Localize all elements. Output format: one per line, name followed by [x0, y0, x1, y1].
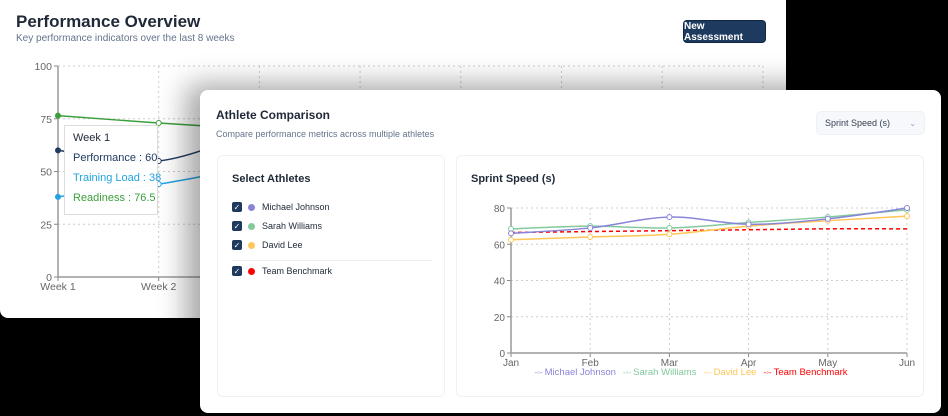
- legend-item[interactable]: -◦- Michael Johnson: [534, 367, 615, 378]
- checkbox-checked-icon[interactable]: ✓: [232, 266, 242, 276]
- grid: 0 20 40 60 80 Jan Feb Mar Apr May Jun: [494, 204, 915, 369]
- svg-text:Mar: Mar: [661, 358, 679, 369]
- page-subtitle: Key performance indicators over the last…: [16, 33, 235, 44]
- chart-tooltip: Week 1 Performance : 60 Training Load : …: [64, 125, 162, 215]
- metric-select[interactable]: Sprint Speed (s) ⌄: [816, 111, 925, 135]
- svg-text:80: 80: [494, 204, 506, 215]
- tooltip-training-load: Training Load : 38: [73, 172, 162, 184]
- athlete-option-sarah-williams[interactable]: ✓ Sarah Williams: [232, 219, 322, 233]
- svg-text:60: 60: [494, 240, 506, 251]
- color-dot-icon: [248, 241, 255, 249]
- svg-text:25: 25: [40, 219, 52, 231]
- legend-line-icon: -◦-: [622, 368, 632, 377]
- svg-text:50: 50: [40, 167, 52, 179]
- svg-text:75: 75: [40, 114, 52, 126]
- athlete-option-michael-johnson[interactable]: ✓ Michael Johnson: [232, 200, 330, 214]
- legend-label: David Lee: [713, 367, 757, 378]
- divider: [232, 260, 432, 261]
- modal-subtitle: Compare performance metrics across multi…: [216, 129, 435, 139]
- color-dot-icon: [248, 203, 255, 211]
- new-assessment-button[interactable]: New Assessment: [683, 20, 766, 43]
- svg-text:Week 2: Week 2: [141, 281, 177, 293]
- sprint-speed-chart: 0 20 40 60 80 Jan Feb Mar Apr May Jun: [494, 204, 915, 369]
- svg-text:0: 0: [499, 349, 505, 360]
- tooltip-week: Week 1: [73, 132, 111, 144]
- checkbox-checked-icon[interactable]: ✓: [232, 221, 242, 231]
- legend-label: Michael Johnson: [544, 367, 616, 378]
- metric-select-value: Sprint Speed (s): [825, 118, 891, 128]
- svg-text:May: May: [818, 358, 837, 369]
- checkbox-checked-icon[interactable]: ✓: [232, 240, 242, 250]
- svg-text:100: 100: [34, 61, 52, 73]
- chart-title: Sprint Speed (s): [471, 173, 556, 185]
- tooltip-readiness: Readiness : 76.5: [73, 192, 156, 204]
- legend-item[interactable]: -◦- Team Benchmark: [763, 367, 847, 378]
- select-athletes-title: Select Athletes: [232, 173, 311, 185]
- legend-item[interactable]: -◦- David Lee: [703, 367, 756, 378]
- color-dot-icon: [248, 222, 255, 230]
- svg-text:Apr: Apr: [741, 358, 757, 369]
- legend-line-icon: -◦-: [763, 368, 772, 377]
- athlete-option-david-lee[interactable]: ✓ David Lee: [232, 238, 303, 252]
- svg-text:Jan: Jan: [503, 358, 519, 369]
- tooltip-performance: Performance : 60: [73, 152, 158, 164]
- color-dot-icon: [248, 267, 255, 275]
- svg-text:Feb: Feb: [582, 358, 600, 369]
- svg-text:Jun: Jun: [899, 358, 915, 369]
- athlete-comparison-modal: Athlete Comparison Compare performance m…: [200, 90, 941, 413]
- athlete-option-team-benchmark[interactable]: ✓ Team Benchmark: [232, 264, 332, 278]
- legend-label: Team Benchmark: [773, 367, 848, 378]
- sprint-speed-chart-card: Sprint Speed (s) 0 20 40 60 80 Jan Feb Mar Apr Ma…: [456, 155, 924, 397]
- svg-text:0: 0: [46, 272, 52, 284]
- athlete-name: David Lee: [262, 240, 303, 250]
- chevron-down-icon: ⌄: [909, 118, 916, 128]
- svg-text:40: 40: [494, 277, 506, 288]
- select-athletes-card: Select Athletes ✓ Michael Johnson ✓ Sara…: [217, 155, 445, 397]
- legend-label: Sarah Williams: [633, 367, 697, 378]
- legend-item[interactable]: -◦- Sarah Williams: [623, 367, 697, 378]
- modal-title: Athlete Comparison: [216, 108, 331, 122]
- legend-line-icon: -◦-: [703, 368, 712, 377]
- legend-line-icon: -◦-: [534, 368, 543, 377]
- athlete-name: Sarah Williams: [262, 221, 323, 231]
- svg-text:Week 1: Week 1: [40, 281, 76, 293]
- checkbox-checked-icon[interactable]: ✓: [232, 202, 242, 212]
- athlete-name: Team Benchmark: [262, 266, 333, 276]
- athlete-name: Michael Johnson: [262, 202, 330, 212]
- chart-legend: -◦- Michael Johnson -◦- Sarah Williams -◦- Da…: [457, 367, 925, 378]
- page-title: Performance Overview: [16, 12, 201, 31]
- svg-text:20: 20: [494, 313, 506, 324]
